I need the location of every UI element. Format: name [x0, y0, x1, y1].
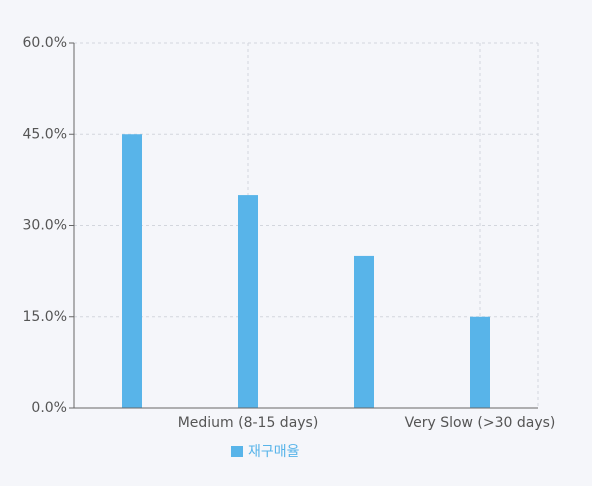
legend-label: 재구매율	[248, 444, 300, 460]
y-tick-label: 0.0%	[31, 400, 67, 416]
bar	[354, 255, 374, 408]
bar	[122, 134, 142, 408]
y-tick-label: 15.0%	[23, 309, 67, 325]
bar	[470, 316, 490, 408]
y-tick-label: 30.0%	[23, 218, 67, 234]
bar	[238, 195, 258, 408]
legend-swatch	[231, 446, 243, 457]
x-tick-label: Very Slow (>30 days)	[405, 415, 556, 431]
y-tick-label: 45.0%	[23, 126, 67, 142]
y-tick-label: 60.0%	[23, 35, 67, 51]
x-tick-label: Medium (8-15 days)	[178, 415, 319, 431]
